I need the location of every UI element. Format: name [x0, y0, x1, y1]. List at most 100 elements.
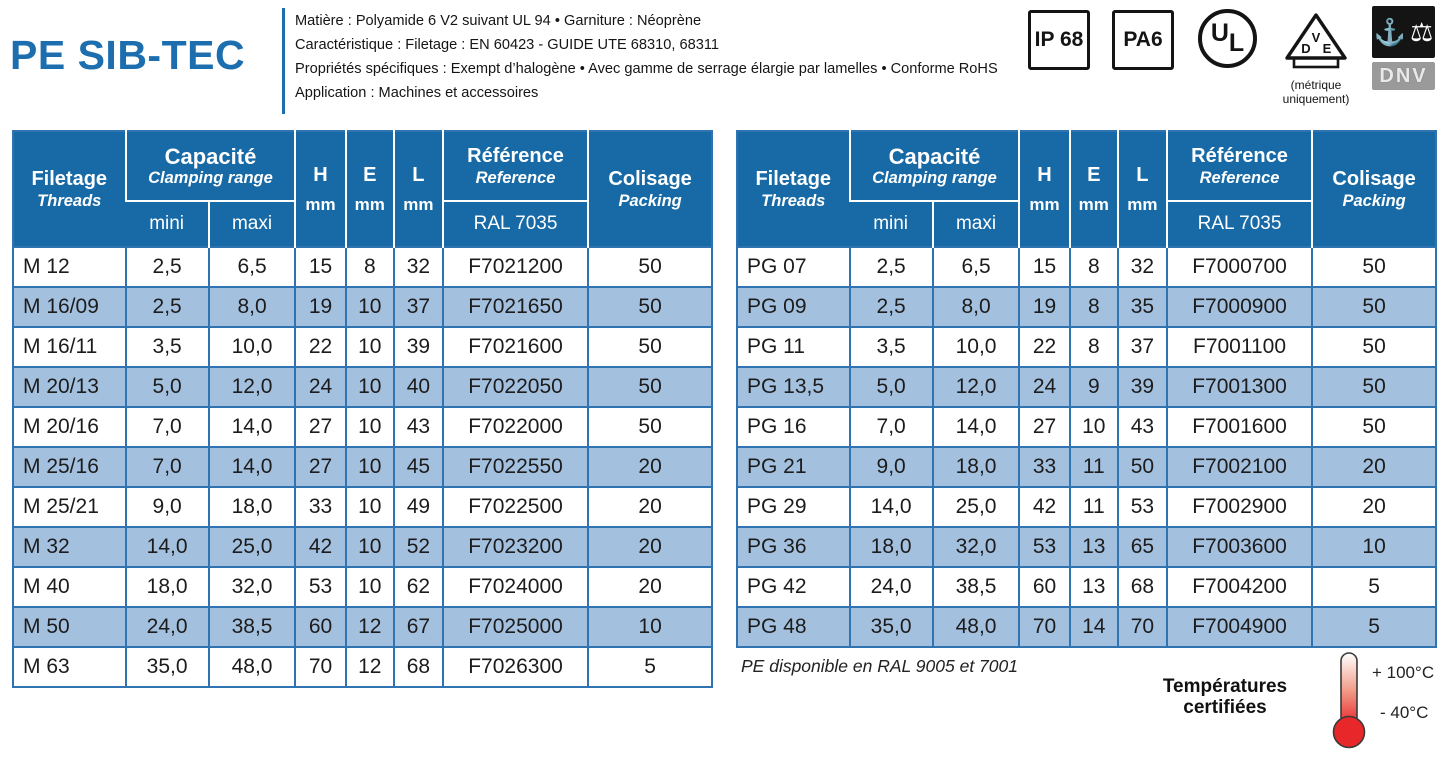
value-cell: 18,0	[124, 566, 210, 608]
table-row: M 20/13 5,0 12,0 24 10 40 F7022050 50	[12, 366, 713, 408]
value-cell: F7000700	[1165, 246, 1314, 288]
value-cell: 27	[294, 446, 347, 488]
table-row: M 40 18,0 32,0 53 10 62 F7024000 20	[12, 566, 713, 608]
value-cell: 24	[294, 366, 347, 408]
table-row: PG 42 24,0 38,5 60 13 68 F7004200 5	[736, 566, 1437, 608]
table-row: M 63 35,0 48,0 70 12 68 F7026300 5	[12, 646, 713, 688]
value-cell: 50	[1311, 406, 1437, 448]
ul-certification-icon: U L	[1198, 9, 1257, 68]
value-cell: 8	[1068, 246, 1119, 288]
value-cell: 7,0	[124, 406, 210, 448]
value-cell: 5	[587, 646, 713, 688]
value-cell: 25,0	[931, 486, 1021, 528]
value-cell: 35,0	[848, 606, 934, 648]
table-row: PG 36 18,0 32,0 53 13 65 F7003600 10	[736, 526, 1437, 568]
value-cell: 2,5	[848, 246, 934, 288]
value-cell: 40	[392, 366, 444, 408]
value-cell: 10	[587, 606, 713, 648]
table-row: PG 29 14,0 25,0 42 11 53 F7002900 20	[736, 486, 1437, 528]
value-cell: F7000900	[1165, 286, 1314, 328]
value-cell: 22	[294, 326, 347, 368]
value-cell: F7002100	[1165, 446, 1314, 488]
value-cell: 10	[344, 526, 395, 568]
thread-cell: PG 21	[736, 446, 851, 488]
dnv-certification: ⚓ ⚖ DNV	[1372, 6, 1435, 90]
thread-cell: M 12	[12, 246, 127, 288]
vde-triangle-icon: V D E	[1285, 13, 1347, 69]
value-cell: 45	[392, 446, 444, 488]
value-cell: 25,0	[207, 526, 297, 568]
value-cell: 19	[294, 286, 347, 328]
value-cell: F7022000	[441, 406, 590, 448]
value-cell: 50	[1311, 326, 1437, 368]
value-cell: F7002900	[1165, 486, 1314, 528]
value-cell: 50	[1311, 286, 1437, 328]
value-cell: 53	[1018, 526, 1071, 568]
col-colisage: Colisage Packing	[587, 131, 712, 247]
svg-text:E: E	[1323, 41, 1332, 56]
value-cell: 32,0	[207, 566, 297, 608]
product-specs: Matière : Polyamide 6 V2 suivant UL 94 •…	[295, 9, 1025, 105]
value-cell: 2,5	[124, 286, 210, 328]
pa6-badge: PA6	[1112, 10, 1174, 70]
vde-caption: (métrique uniquement)	[1282, 78, 1350, 106]
ral-availability-note: PE disponible en RAL 9005 et 7001	[741, 656, 1018, 676]
col-reference: Référence Reference	[1165, 131, 1313, 201]
value-cell: 14,0	[848, 486, 934, 528]
value-cell: 10,0	[207, 326, 297, 368]
value-cell: 9,0	[124, 486, 210, 528]
value-cell: 33	[1018, 446, 1071, 488]
col-maxi: maxi	[931, 200, 1020, 247]
value-cell: 8	[1068, 326, 1119, 368]
thread-cell: M 25/21	[12, 486, 127, 528]
table-row: M 50 24,0 38,5 60 12 67 F7025000 10	[12, 606, 713, 648]
table-row: PG 11 3,5 10,0 22 8 37 F7001100 50	[736, 326, 1437, 368]
col-filetage: Filetage Threads	[737, 131, 850, 247]
value-cell: 5,0	[848, 366, 934, 408]
ul-letter-u: U	[1210, 19, 1229, 47]
col-mini: mini	[849, 200, 933, 247]
anchor-icon: ⚓	[1373, 16, 1407, 47]
value-cell: F7004900	[1165, 606, 1314, 648]
value-cell: 18,0	[848, 526, 934, 568]
value-cell: F7022550	[441, 446, 590, 488]
value-cell: 20	[587, 486, 713, 528]
value-cell: 50	[587, 366, 713, 408]
value-cell: 14,0	[207, 446, 297, 488]
value-cell: 8,0	[931, 286, 1021, 328]
table-row: M 16/09 2,5 8,0 19 10 37 F7021650 50	[12, 286, 713, 328]
thread-cell: PG 16	[736, 406, 851, 448]
value-cell: 53	[1116, 486, 1168, 528]
value-cell: 68	[392, 646, 444, 688]
value-cell: 60	[294, 606, 347, 648]
value-cell: 14,0	[207, 406, 297, 448]
value-cell: 32	[392, 246, 444, 288]
thread-cell: PG 48	[736, 606, 851, 648]
spec-line-caracteristique: Caractéristique : Filetage : EN 60423 - …	[295, 37, 719, 53]
value-cell: F7026300	[441, 646, 590, 688]
thread-cell: M 20/13	[12, 366, 127, 408]
thread-cell: PG 13,5	[736, 366, 851, 408]
max-temperature-value: + 100°C	[1372, 663, 1435, 682]
value-cell: 35	[1116, 286, 1168, 328]
value-cell: F7001100	[1165, 326, 1314, 368]
value-cell: F7021600	[441, 326, 590, 368]
pg-threads-table: Filetage Threads Capacité Clamping range H…	[736, 130, 1437, 648]
value-cell: 7,0	[124, 446, 210, 488]
value-cell: 20	[587, 566, 713, 608]
table-row: PG 21 9,0 18,0 33 11 50 F7002100 20	[736, 446, 1437, 488]
value-cell: 65	[1116, 526, 1168, 568]
value-cell: 10	[344, 326, 395, 368]
value-cell: 24	[1018, 366, 1071, 408]
value-cell: 27	[1018, 406, 1071, 448]
value-cell: F7003600	[1165, 526, 1314, 568]
min-temperature-value: - 40°C	[1380, 703, 1429, 722]
value-cell: 11	[1068, 486, 1119, 528]
value-cell: 6,5	[207, 246, 297, 288]
col-colisage: Colisage Packing	[1311, 131, 1436, 247]
value-cell: 70	[1116, 606, 1168, 648]
value-cell: F7004200	[1165, 566, 1314, 608]
table-row: M 12 2,5 6,5 15 8 32 F7021200 50	[12, 246, 713, 288]
thread-cell: PG 36	[736, 526, 851, 568]
